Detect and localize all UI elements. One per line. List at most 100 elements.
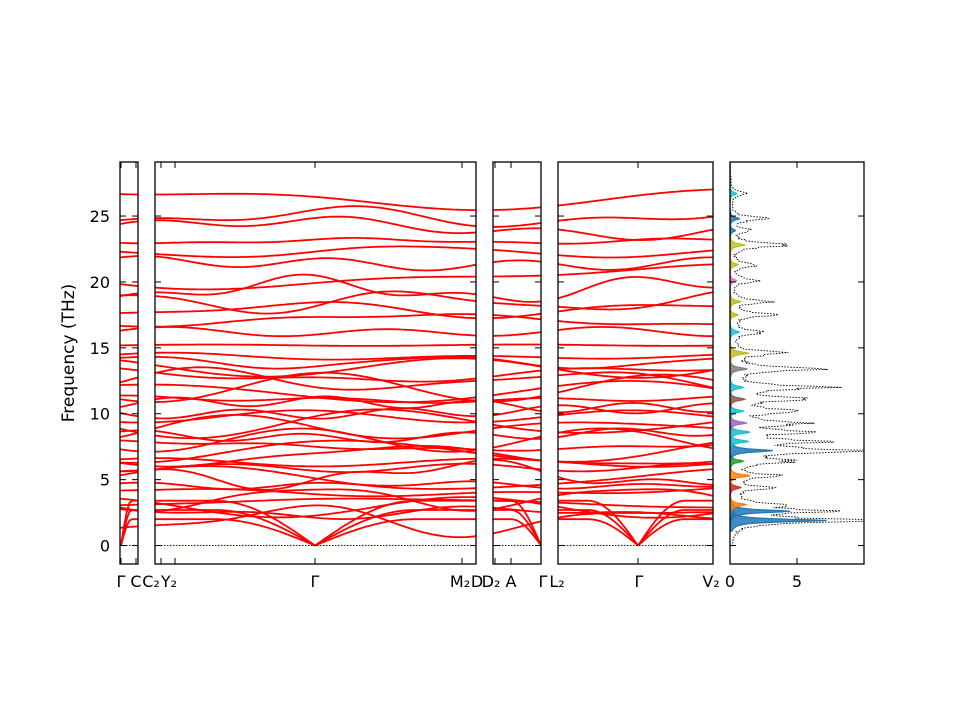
phonon-band-line xyxy=(120,356,138,359)
phonon-band-line xyxy=(558,357,713,370)
high-symmetry-label: D₂ xyxy=(482,572,501,591)
phonon-band-line xyxy=(493,400,541,412)
phonon-band-line xyxy=(558,421,713,429)
partial-dos-peak xyxy=(730,182,738,205)
phonon-band-line xyxy=(558,483,713,490)
acoustic-branch-line xyxy=(155,518,316,547)
band-panel-frame xyxy=(119,161,139,565)
acoustic-branch-line xyxy=(155,509,316,547)
phonon-band-line xyxy=(558,188,713,207)
band-panel-4 xyxy=(558,188,713,547)
phonon-band-line xyxy=(558,320,713,326)
phonon-band-line xyxy=(155,245,476,258)
phonon-band-line xyxy=(558,263,713,276)
phonon-band-line xyxy=(558,373,713,394)
phonon-band-line xyxy=(120,352,138,356)
phonon-band-line xyxy=(120,471,138,477)
phonon-band-line xyxy=(120,367,138,372)
phonon-band-line xyxy=(558,343,713,347)
band-panel-1 xyxy=(120,193,138,547)
phonon-band-line xyxy=(493,387,541,397)
phonon-band-line xyxy=(493,375,541,381)
phonon-band-line xyxy=(493,331,541,337)
phonon-band-line xyxy=(120,325,138,328)
phonon-band-line xyxy=(120,217,138,222)
high-symmetry-label: Γ xyxy=(311,572,320,591)
acoustic-branch-line xyxy=(493,509,541,546)
acoustic-branch-line xyxy=(558,518,639,547)
acoustic-branch-line xyxy=(637,518,713,547)
phonon-band-line xyxy=(155,290,476,315)
phonon-band-line xyxy=(120,525,138,529)
phonon-band-line xyxy=(120,220,138,225)
phonon-band-line xyxy=(493,423,541,432)
acoustic-branch-line xyxy=(558,499,639,547)
partial-dos-peak xyxy=(730,464,751,487)
phonon-band-line xyxy=(493,222,541,228)
phonon-band-line xyxy=(493,312,541,319)
high-symmetry-label: V₂ xyxy=(702,572,719,591)
phonon-band-line xyxy=(155,427,476,453)
high-symmetry-label: D xyxy=(471,572,483,591)
phonon-band-line xyxy=(155,326,476,338)
phonon-band-line xyxy=(120,359,138,364)
acoustic-branch-line xyxy=(493,518,541,547)
y-tick-label: 0 xyxy=(100,537,110,556)
phonon-band-line xyxy=(558,501,713,509)
high-symmetry-label: Γ xyxy=(635,572,644,591)
phonon-band-line xyxy=(558,368,713,379)
phonon-band-line xyxy=(155,215,476,234)
bands-layer xyxy=(120,188,713,547)
phonon-band-line xyxy=(558,326,713,338)
phonon-band-line xyxy=(155,460,476,491)
dos-panel xyxy=(730,163,864,551)
phonon-band-line xyxy=(558,476,713,486)
phonon-band-line xyxy=(558,444,713,450)
phonon-band-line xyxy=(155,480,476,490)
phonon-band-line xyxy=(558,215,713,222)
phonon-band-line xyxy=(120,327,138,332)
acoustic-branch-line xyxy=(637,499,713,547)
phonon-band-line xyxy=(120,481,138,485)
band-panel-3 xyxy=(493,206,541,547)
dos-x-tick-label: 0 xyxy=(725,572,735,591)
high-symmetry-label: Γ xyxy=(117,572,126,591)
phonon-band-line xyxy=(558,395,713,402)
phonon-band-line xyxy=(493,358,541,367)
band-panel-frame xyxy=(492,161,542,565)
high-symmetry-label: Γ xyxy=(539,572,548,591)
phonon-band-line xyxy=(493,395,541,403)
phonon-band-line xyxy=(155,343,476,347)
phonon-band-line xyxy=(120,469,138,473)
phonon-band-line xyxy=(155,414,476,440)
phonon-band-line xyxy=(155,301,476,320)
phonon-band-line xyxy=(558,249,713,259)
phonon-band-line xyxy=(155,497,476,506)
phonon-band-line xyxy=(558,228,713,242)
y-tick-label: 25 xyxy=(90,207,110,226)
phonon-band-line xyxy=(120,402,138,408)
partial-dos-peak xyxy=(730,269,738,292)
phonon-band-line xyxy=(493,206,541,211)
partial-dos-peak xyxy=(730,341,749,365)
phonon-band-line xyxy=(493,240,541,245)
phonon-band-line xyxy=(493,483,541,489)
phonon-band-line xyxy=(155,505,476,520)
high-symmetry-label: A xyxy=(506,572,517,591)
acoustic-branch-line xyxy=(314,509,476,547)
dos-x-tick-label: 5 xyxy=(792,572,802,591)
acoustic-branch-line xyxy=(155,499,316,547)
phonon-band-line xyxy=(120,427,138,434)
phonon-band-line xyxy=(155,357,476,378)
phonon-band-line xyxy=(493,249,541,255)
phonon-band-line xyxy=(558,505,713,519)
phonon-band-line xyxy=(155,439,476,463)
phonon-band-line xyxy=(120,255,138,259)
y-tick-label: 15 xyxy=(90,339,110,358)
phonon-band-line xyxy=(493,369,541,378)
phonon-band-line xyxy=(558,256,713,271)
phonon-band-line xyxy=(120,398,138,403)
acoustic-branch-line xyxy=(637,509,713,547)
